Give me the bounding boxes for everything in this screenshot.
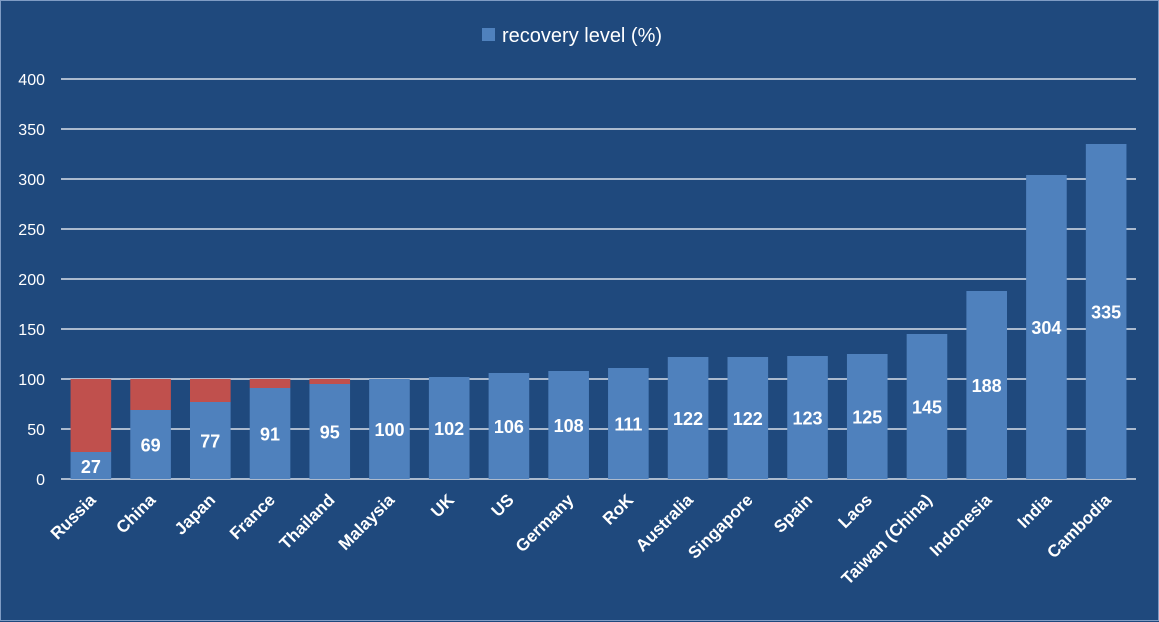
bar-recovery [846,354,888,479]
x-category-label: Japan [171,490,219,538]
data-label: 304 [1031,318,1061,338]
data-label: 95 [320,423,340,443]
bar-recovery [548,371,589,479]
bar-recovery [369,379,410,479]
bar-recovery [1026,175,1067,479]
x-category-label: Russia [47,490,100,543]
x-category-label: Malaysia [335,490,399,554]
bar-recovery [488,373,530,479]
bar-recovery [1085,144,1127,479]
data-label: 122 [673,409,703,429]
y-tick-label: 0 [36,472,45,489]
x-category-label: France [226,490,279,543]
bar-recovery [966,291,1007,479]
bar-gap [249,379,291,388]
legend: recovery level (%) [482,25,662,47]
bar-recovery [787,356,828,479]
data-label: 145 [912,398,942,418]
y-tick-label: 150 [18,322,45,339]
x-category-label: Singapore [684,490,756,562]
bars [70,144,1127,479]
bar-gap [309,379,351,384]
x-category-label: China [113,490,160,537]
data-label: 100 [374,420,404,440]
y-tick-label: 100 [18,372,45,389]
data-label: 69 [141,436,161,456]
data-label: 335 [1091,303,1121,323]
y-tick-label: 200 [18,272,45,289]
y-tick-label: 400 [18,72,45,89]
legend-label: recovery level (%) [502,25,662,47]
bar-recovery [309,384,351,479]
x-category-label: India [1014,490,1056,532]
x-category-label: Laos [835,490,876,531]
y-tick-label: 250 [18,222,45,239]
bar-recovery [190,402,231,479]
bar-recovery [249,388,291,479]
x-category-label: UK [427,490,458,521]
x-category-label: Germany [512,490,578,556]
data-label: 125 [852,408,882,428]
data-label: 122 [733,409,763,429]
x-category-label: Thailand [276,490,339,553]
x-category-label: US [488,490,518,520]
data-label: 188 [972,376,1002,396]
bar-recovery [428,377,470,479]
legend-swatch [482,28,495,41]
bar-recovery [70,452,112,479]
y-tick-label: 300 [18,172,45,189]
data-label: 77 [200,432,220,452]
data-labels: 27 69 77 91 95 100 102 106 108 111 122 122 123 125 145… [81,303,1121,478]
x-category-label: Indonesia [926,490,996,560]
bar-gap [70,379,112,452]
bar-recovery [906,334,948,479]
data-label: 27 [81,457,101,477]
bar-gap [190,379,231,402]
y-tick-label: 50 [27,422,45,439]
data-label: 91 [260,425,280,445]
data-label: 111 [614,415,642,435]
gridlines [61,78,1136,480]
bar-gap [130,379,171,410]
bar-recovery [667,357,709,479]
x-category-label: RoK [599,490,638,529]
data-label: 102 [434,419,464,439]
data-label: 106 [494,417,524,437]
data-label: 123 [793,409,823,429]
x-category-label: Cambodia [1043,490,1115,562]
x-category-label: Spain [770,490,816,536]
bar-recovery [608,368,649,479]
bar-recovery [130,410,171,479]
y-tick-label: 350 [18,122,45,139]
bar-recovery [727,357,769,479]
data-label: 108 [554,416,584,436]
y-axis: 0 50 100 150 200 250 300 350 400 [18,72,45,489]
